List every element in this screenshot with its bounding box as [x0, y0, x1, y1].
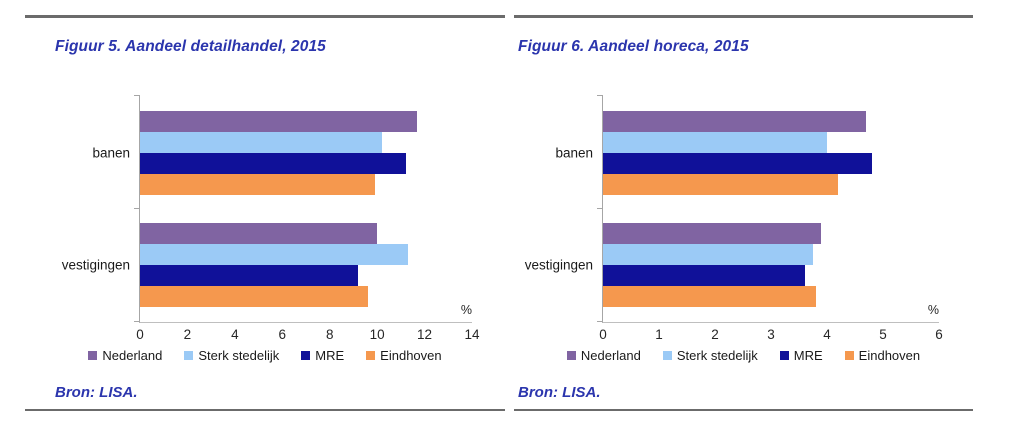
x-axis-unit-label: %	[927, 303, 939, 317]
bar-eindhoven	[603, 174, 839, 195]
bar-eindhoven	[140, 286, 368, 307]
x-tick-label: 14	[464, 327, 480, 342]
legend-swatch	[779, 351, 789, 360]
y-axis-tick	[597, 321, 603, 322]
category-label: banen	[555, 145, 593, 161]
bar-nederland	[603, 111, 867, 132]
top-rule	[514, 15, 973, 18]
legend-label: Eindhoven	[380, 348, 442, 363]
legend-item: MRE	[779, 348, 823, 363]
legend-label: Nederland	[102, 348, 163, 363]
figure-title: Figuur 5. Aandeel detailhandel, 2015	[55, 38, 326, 55]
legend-swatch	[184, 351, 194, 360]
legend-item: Sterk stedelijk	[662, 348, 758, 363]
y-axis-tick	[134, 321, 140, 322]
legend: Nederland Sterk stedelijk MRE Eindhoven	[25, 348, 505, 363]
x-tick-label: 8	[325, 327, 334, 342]
legend-item: Sterk stedelijk	[184, 348, 279, 363]
bar-mre	[603, 153, 872, 174]
x-tick-label: 1	[655, 327, 663, 342]
bar-nederland	[603, 223, 822, 244]
category-label: vestigingen	[61, 257, 130, 273]
source-note: Bron: LISA.	[55, 384, 138, 401]
top-rule	[25, 15, 505, 18]
x-tick-label: 4	[231, 327, 239, 342]
category-label: vestigingen	[524, 257, 593, 273]
x-tick-label: 2	[183, 327, 192, 342]
legend-item: Nederland	[566, 348, 641, 363]
figure-title: Figuur 6. Aandeel horeca, 2015	[518, 38, 749, 55]
bar-sterk-stedelijk	[140, 244, 408, 265]
x-tick-label: 5	[879, 327, 887, 342]
bar-mre	[603, 265, 805, 286]
category-label: banen	[92, 145, 130, 161]
legend-label: MRE	[793, 348, 823, 363]
bar-mre	[140, 265, 359, 286]
legend-label: MRE	[315, 348, 345, 363]
bottom-rule	[514, 409, 973, 411]
y-axis-tick	[597, 95, 603, 96]
bar-sterk-stedelijk	[140, 132, 382, 153]
bar-eindhoven	[140, 174, 375, 195]
bar-eindhoven	[603, 286, 816, 307]
bar-group	[140, 223, 472, 307]
legend-swatch	[662, 351, 672, 360]
x-tick-label: 3	[767, 327, 775, 342]
x-tick-label: 4	[823, 327, 831, 342]
legend-swatch	[844, 351, 854, 360]
legend: Nederland Sterk stedelijk MRE Eindhoven	[514, 348, 973, 363]
bar-chart-horeca: % 0 1 2 3 4 5 6 banen vestigingen	[514, 95, 973, 345]
y-axis-tick	[134, 208, 140, 209]
y-axis-tick	[597, 208, 603, 209]
figure-6-panel: Figuur 6. Aandeel horeca, 2015 % 0 1 2 3 4 5 6…	[514, 0, 973, 438]
bar-nederland	[140, 223, 378, 244]
bar-sterk-stedelijk	[603, 132, 827, 153]
source-note: Bron: LISA.	[518, 384, 601, 401]
x-axis-tick-labels: 0 1 2 3 4 5 6	[599, 322, 943, 342]
bar-group	[140, 111, 472, 195]
legend-item: Nederland	[88, 348, 162, 363]
legend-item: Eindhoven	[844, 348, 921, 363]
x-tick-label: 2	[711, 327, 719, 342]
bar-nederland	[140, 111, 418, 132]
legend-label: Eindhoven	[858, 348, 921, 363]
bar-group	[603, 111, 939, 195]
plot-area: % 0 2 4 6 8 10 12 14 banen vestigingen	[62, 95, 480, 342]
legend-label: Nederland	[580, 348, 641, 363]
x-tick-label: 10	[369, 327, 385, 342]
x-tick-label: 6	[935, 327, 943, 342]
figure-5-panel: Figuur 5. Aandeel detailhandel, 2015 % 0…	[25, 0, 505, 438]
legend-swatch	[366, 351, 376, 360]
legend-label: Sterk stedelijk	[676, 348, 758, 363]
legend-item: Eindhoven	[366, 348, 442, 363]
bar-group	[603, 223, 939, 307]
plot-area: % 0 1 2 3 4 5 6 banen vestigingen	[525, 95, 943, 342]
bar-mre	[140, 153, 406, 174]
legend-swatch	[88, 351, 98, 360]
y-axis-tick	[134, 95, 140, 96]
x-tick-label: 0	[136, 327, 144, 342]
x-axis-unit-label: %	[460, 303, 472, 317]
legend-item: MRE	[301, 348, 344, 363]
bar-sterk-stedelijk	[603, 244, 813, 265]
x-axis-tick-labels: 0 2 4 6 8 10 12 14	[136, 322, 479, 342]
x-tick-label: 6	[278, 327, 287, 342]
legend-swatch	[301, 351, 311, 360]
legend-label: Sterk stedelijk	[198, 348, 280, 363]
bar-chart-detailhandel: % 0 2 4 6 8 10 12 14 banen vestigingen	[25, 95, 505, 345]
legend-swatch	[566, 351, 576, 360]
x-tick-label: 0	[599, 327, 607, 342]
x-tick-label: 12	[417, 327, 433, 342]
bottom-rule	[25, 409, 505, 411]
